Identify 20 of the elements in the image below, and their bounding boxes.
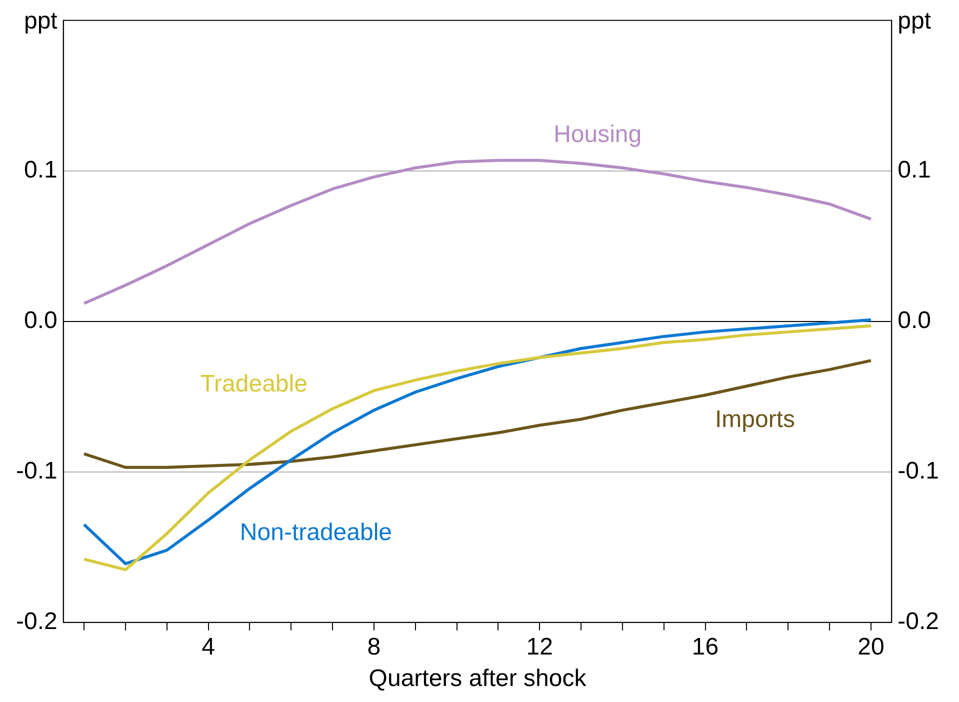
y2-tick-label: 0.1	[898, 156, 932, 184]
y2-tick-label: -0.1	[898, 458, 940, 485]
x-tick-label: 12	[526, 633, 553, 660]
y2-tick-label: -0.2	[898, 608, 940, 636]
y-tick-label: 0.1	[24, 156, 58, 184]
x-tick-label: 4	[202, 633, 215, 660]
x-tick-label: 20	[858, 633, 884, 660]
x-axis-title: Quarters after shock	[368, 665, 588, 692]
x-tick-label: 16	[692, 633, 719, 660]
y2-tick-label: 0.0	[898, 307, 932, 334]
y-tick-label: 0.0	[24, 307, 58, 334]
series-label: Non-tradeable	[240, 519, 392, 546]
y-axis-title: ppt	[24, 8, 58, 35]
x-tick-label: 8	[367, 633, 381, 660]
series-label: Imports	[714, 406, 795, 433]
series-label: Housing	[554, 120, 642, 148]
y2-axis-title: ppt	[898, 8, 932, 35]
y-tick-label: -0.1	[16, 458, 58, 485]
y-tick-label: -0.2	[16, 608, 58, 636]
series-label: Tradeable	[200, 370, 308, 398]
